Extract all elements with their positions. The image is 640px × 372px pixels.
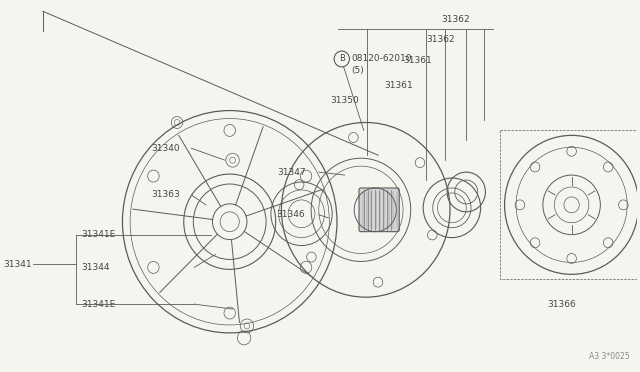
Text: (5): (5) — [351, 66, 364, 76]
Text: 31366: 31366 — [548, 299, 577, 309]
Text: 31361: 31361 — [403, 57, 432, 65]
Text: 31341E: 31341E — [81, 299, 116, 309]
Text: A3 3*0025: A3 3*0025 — [589, 352, 630, 361]
Text: B: B — [339, 54, 345, 64]
Text: 31341: 31341 — [3, 260, 31, 269]
Text: 31362: 31362 — [442, 15, 470, 24]
Text: 31346: 31346 — [276, 210, 305, 219]
Text: 31363: 31363 — [151, 190, 180, 199]
Text: 08120-62010: 08120-62010 — [351, 54, 412, 64]
Text: 31362: 31362 — [426, 35, 455, 44]
Text: 31361: 31361 — [384, 81, 413, 90]
Text: 31341E: 31341E — [81, 230, 116, 239]
Text: 31347: 31347 — [278, 168, 307, 177]
Text: 31340: 31340 — [151, 144, 180, 153]
FancyBboxPatch shape — [359, 188, 399, 232]
Text: 31350: 31350 — [330, 96, 359, 105]
Text: 31344: 31344 — [81, 263, 110, 272]
